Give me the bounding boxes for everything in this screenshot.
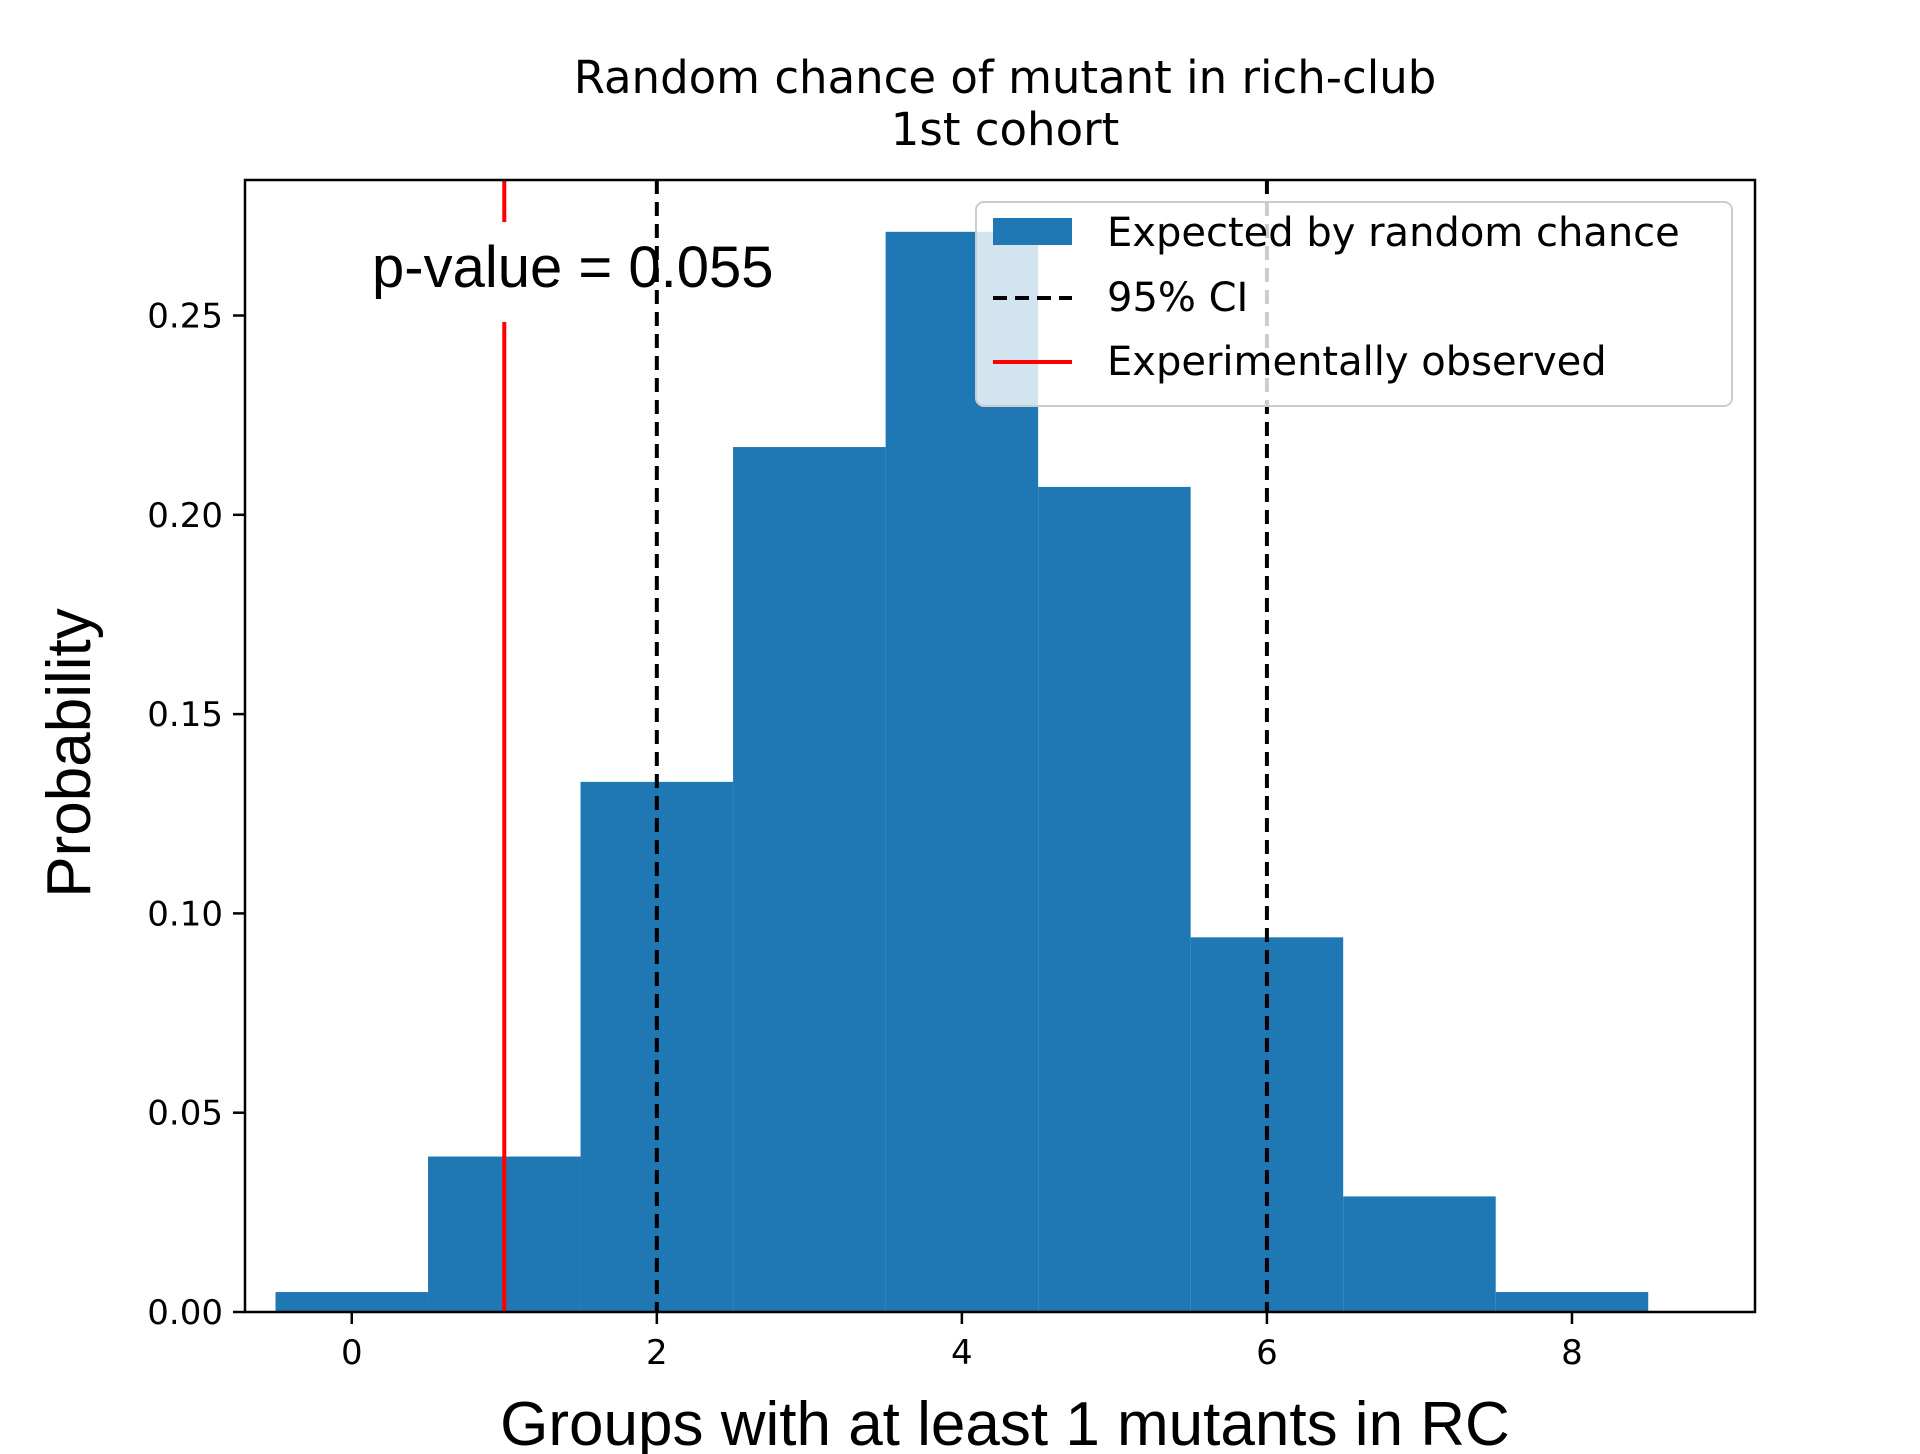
- x-axis-label: Groups with at least 1 mutants in RC: [500, 1390, 1510, 1454]
- axes: 0 2 4 6 8 0.00 0.05 0.10 0.15 0.20 0.25: [147, 178, 1757, 1373]
- x-tick-label: 2: [646, 1333, 668, 1373]
- histogram-bar: [1038, 486, 1191, 1312]
- chart-title-line1: Random chance of mutant in rich-club: [574, 51, 1437, 104]
- y-tick-label: 0.10: [147, 894, 223, 934]
- legend-box: [975, 201, 1733, 407]
- y-tick-label: 0.05: [147, 1094, 223, 1134]
- annotation-background: [498, 222, 511, 322]
- y-tick-label: 0.25: [147, 297, 223, 337]
- y-tick-label: 0.20: [147, 496, 223, 536]
- histogram-bar: [1343, 1196, 1496, 1312]
- histogram-bar: [275, 1292, 429, 1312]
- legend-label-observed: Experimentally observed: [1107, 339, 1607, 385]
- legend-swatch-expected: [993, 218, 1072, 245]
- histogram-bar: [1495, 1292, 1649, 1312]
- plot-frame: [243, 178, 1757, 1314]
- histogram-bars: [275, 231, 1649, 1312]
- legend-label-ci: 95% CI: [1107, 275, 1248, 321]
- histogram-bar: [1190, 937, 1344, 1312]
- y-tick-label: 0.15: [147, 695, 223, 735]
- chart-title-line2: 1st cohort: [891, 103, 1120, 156]
- x-tick-label: 8: [1561, 1333, 1583, 1373]
- p-value-annotation: p-value = 0.055: [372, 235, 773, 300]
- x-tick-label: 4: [951, 1333, 973, 1373]
- histogram-bar: [885, 231, 1039, 1312]
- x-tick-label: 0: [341, 1333, 363, 1373]
- y-tick-label: 0.00: [147, 1293, 223, 1333]
- histogram-bar: [733, 447, 886, 1312]
- legend: Expected by random chance 95% CI Experim…: [975, 201, 1733, 407]
- x-tick-label: 6: [1256, 1333, 1278, 1373]
- legend-label-expected: Expected by random chance: [1107, 210, 1680, 256]
- y-axis-label: Probability: [35, 608, 104, 897]
